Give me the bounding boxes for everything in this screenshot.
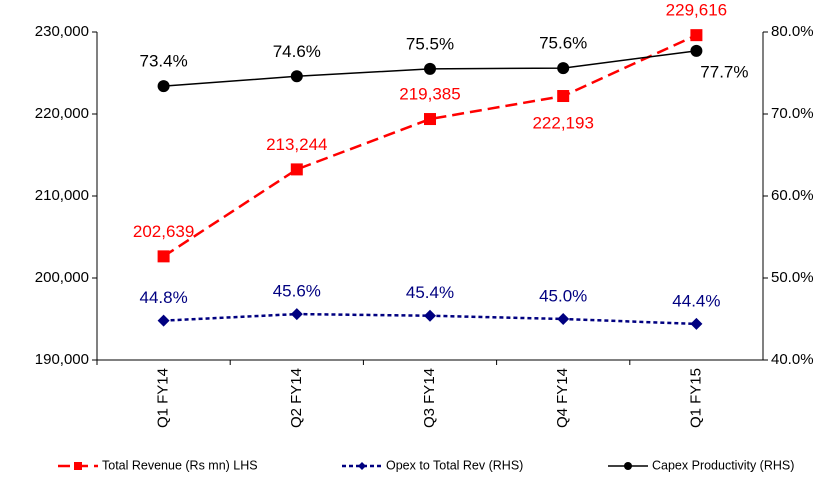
data-label: 45.6% (273, 282, 321, 301)
marker (557, 313, 570, 325)
marker (557, 90, 570, 103)
legend-marker (358, 462, 366, 470)
y-tick-label: 220,000 (35, 105, 89, 122)
x-tick-label: Q3 FY14 (421, 368, 438, 428)
y2-tick-label: 80.0% (771, 23, 814, 40)
marker (557, 62, 570, 75)
marker (157, 80, 170, 93)
marker (290, 163, 303, 176)
marker (157, 250, 170, 263)
legend-label: Total Revenue (Rs mn) LHS (102, 458, 258, 472)
x-tick-label: Q1 FY14 (155, 368, 172, 428)
marker (290, 308, 303, 321)
y-tick-label: 210,000 (35, 187, 89, 204)
data-label: 229,616 (666, 1, 727, 20)
legend-label: Capex Productivity (RHS) (652, 458, 794, 472)
data-label: 73.4% (139, 52, 187, 71)
marker (157, 314, 170, 327)
data-label: 45.0% (539, 286, 587, 305)
y2-tick-label: 70.0% (771, 105, 814, 122)
data-label: 44.8% (139, 288, 187, 307)
y-tick-label: 230,000 (35, 23, 89, 40)
data-label: 77.7% (700, 62, 748, 81)
legend-marker (74, 462, 82, 470)
legend-marker (624, 462, 632, 470)
y-tick-label: 200,000 (35, 269, 89, 286)
marker (690, 29, 703, 42)
data-label: 75.5% (406, 34, 454, 53)
x-tick-label: Q2 FY14 (288, 368, 305, 428)
data-label: 44.4% (672, 291, 720, 310)
data-label: 219,385 (399, 85, 460, 104)
y2-tick-label: 60.0% (771, 187, 814, 204)
marker (424, 113, 436, 126)
marker (424, 62, 436, 75)
marker (290, 70, 303, 83)
marker (690, 44, 703, 57)
marker (690, 317, 703, 330)
data-label: 213,244 (266, 135, 327, 154)
y2-tick-label: 50.0% (771, 269, 814, 286)
data-label: 202,639 (133, 222, 194, 241)
x-tick-label: Q1 FY15 (687, 368, 704, 428)
x-tick-label: Q4 FY14 (554, 368, 571, 428)
y2-tick-label: 40.0% (771, 351, 814, 368)
data-label: 45.4% (406, 283, 454, 302)
marker (424, 309, 436, 322)
legend-label: Opex to Total Rev (RHS) (386, 458, 523, 472)
data-label: 222,193 (532, 114, 593, 133)
data-label: 74.6% (273, 42, 321, 61)
data-label: 75.6% (539, 34, 587, 53)
y-tick-label: 190,000 (35, 351, 89, 368)
